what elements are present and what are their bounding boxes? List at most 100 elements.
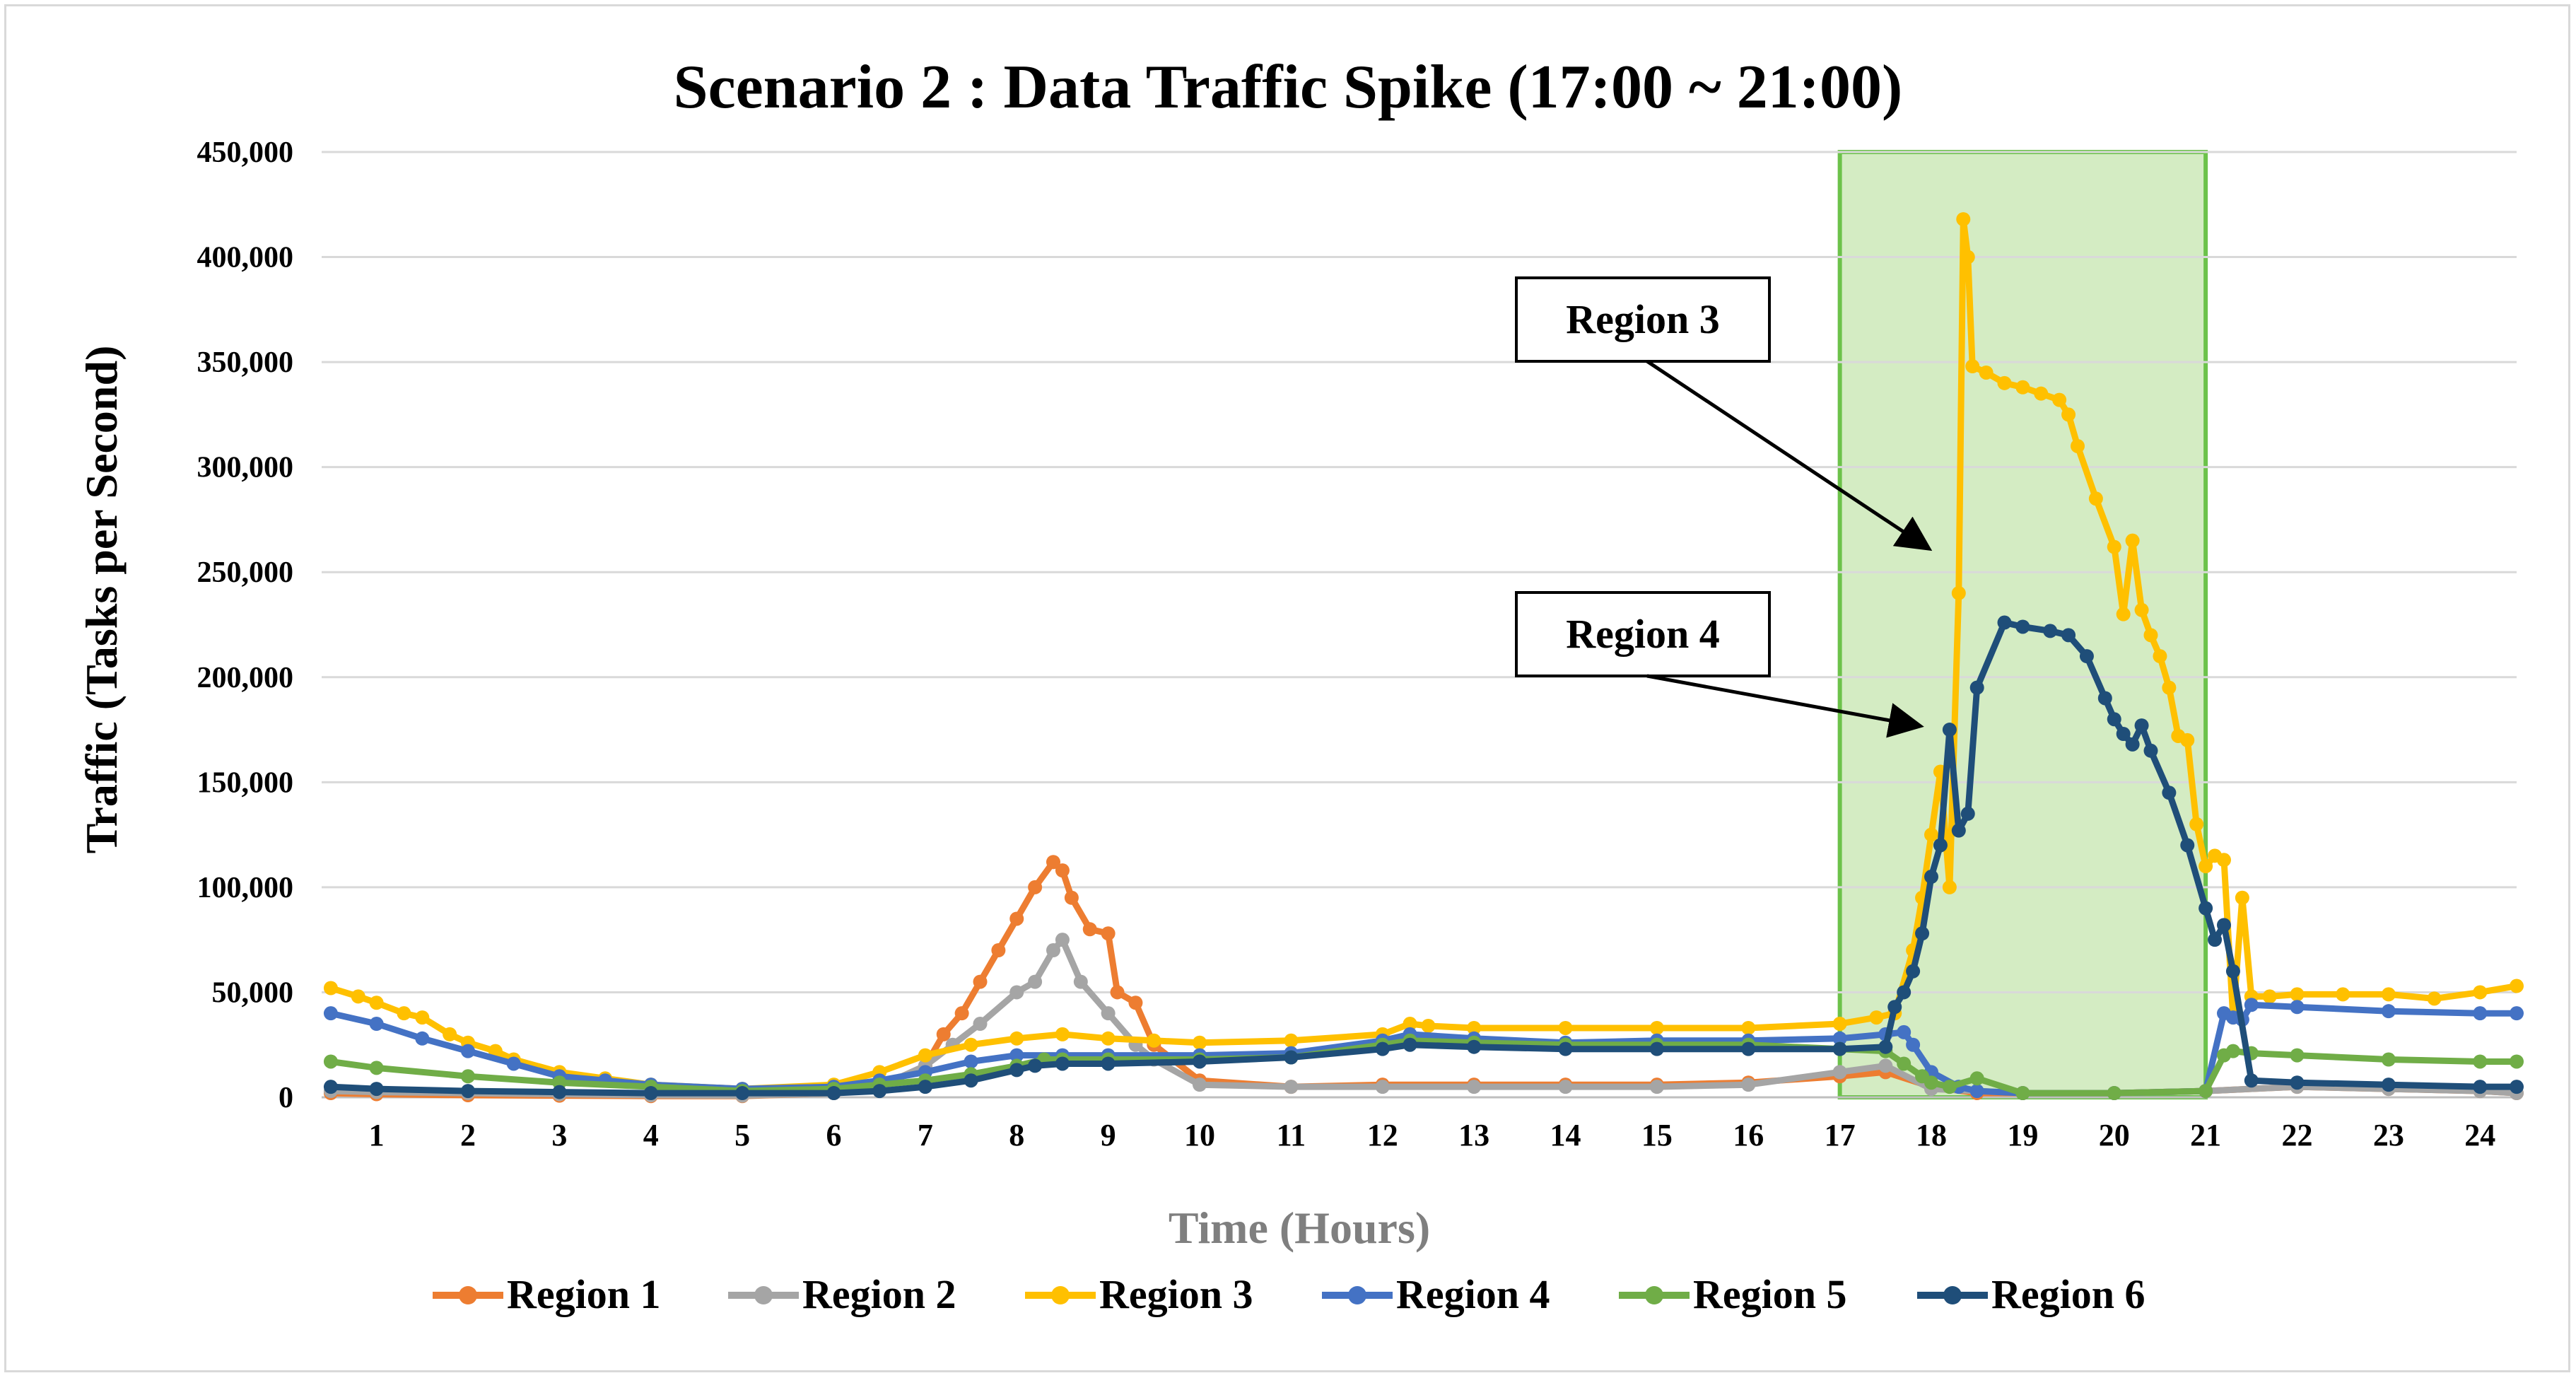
data-point: [2088, 491, 2103, 506]
x-tick-label: 2: [460, 1118, 476, 1152]
x-tick-label: 23: [2373, 1118, 2404, 1152]
data-point: [1942, 723, 1957, 737]
data-point: [1832, 1065, 1847, 1080]
data-point: [954, 1006, 969, 1021]
data-point: [2217, 918, 2231, 933]
data-point: [2061, 407, 2076, 422]
data-point: [1064, 890, 1079, 905]
data-point: [2290, 1048, 2305, 1063]
data-point: [1942, 880, 1957, 894]
data-point: [1869, 1010, 1884, 1025]
data-point: [1028, 1058, 1043, 1073]
data-point: [1878, 1039, 1893, 1054]
legend-label: Region 1: [507, 1271, 661, 1317]
callout-arrow: [1646, 359, 1933, 551]
legend-item-5: Region 5: [1619, 1271, 1847, 1317]
legend-item-2: Region 2: [728, 1271, 956, 1317]
callout-box: [1515, 276, 1771, 363]
data-point: [1933, 838, 1948, 853]
data-point: [2381, 1004, 2396, 1019]
data-point: [1979, 365, 1994, 380]
legend-item-1: Region 1: [433, 1271, 661, 1317]
data-point: [1073, 974, 1088, 989]
data-point: [2244, 1073, 2259, 1088]
x-tick-label: 8: [1009, 1118, 1024, 1152]
x-tick-label: 4: [643, 1118, 659, 1152]
data-point: [936, 1027, 951, 1041]
data-point: [1997, 375, 2012, 390]
data-point: [1193, 1078, 1207, 1092]
data-point: [1897, 1024, 1911, 1039]
data-point: [1101, 1006, 1116, 1021]
data-point: [2015, 1086, 2030, 1101]
data-point: [1009, 1031, 1024, 1046]
callout-text: Region 3: [1566, 296, 1720, 342]
callout-arrow: [1646, 674, 1924, 738]
data-point: [1741, 1020, 1756, 1035]
data-point: [1878, 1058, 1893, 1073]
data-point: [2116, 726, 2131, 741]
legend-item-4: Region 4: [1322, 1271, 1550, 1317]
data-point: [1009, 911, 1024, 926]
legend: Region 1 Region 2 Region 3 Region 4 Region 5…: [433, 1271, 2145, 1317]
data-point: [1897, 985, 1911, 1000]
data-point: [2290, 1075, 2305, 1090]
data-point: [2473, 1080, 2488, 1094]
x-tick-label: 21: [2190, 1118, 2221, 1152]
data-point: [415, 1031, 430, 1046]
data-point: [2079, 649, 2094, 664]
data-point: [964, 1054, 978, 1069]
data-point: [1147, 1033, 1161, 1048]
data-point: [1467, 1039, 1482, 1054]
data-point: [1960, 806, 1975, 821]
data-point: [1009, 1048, 1024, 1063]
data-point: [2199, 859, 2213, 874]
legend-marker: [1348, 1286, 1366, 1304]
data-point: [2381, 1052, 2396, 1067]
x-tick-label: 22: [2282, 1118, 2313, 1152]
x-tick-label: 3: [551, 1118, 567, 1152]
data-point: [2116, 607, 2131, 621]
data-point: [1558, 1020, 1573, 1035]
data-point: [2336, 987, 2350, 1002]
data-point: [2180, 838, 2195, 853]
data-point: [1832, 1031, 1847, 1046]
data-point: [1924, 1075, 1938, 1090]
data-point: [2034, 386, 2049, 401]
series-6: [323, 615, 2524, 1101]
data-point: [1284, 1033, 1299, 1048]
data-point: [1403, 1017, 1417, 1032]
x-tick-label: 1: [369, 1118, 385, 1152]
legend-marker: [754, 1286, 773, 1304]
data-point: [1101, 926, 1116, 941]
data-point: [369, 1061, 384, 1075]
data-point: [1193, 1054, 1207, 1069]
legend-label: Region 3: [1099, 1271, 1253, 1317]
data-point: [2052, 392, 2067, 407]
y-axis-label: Traffic (Tasks per Second): [76, 346, 127, 854]
data-point: [1375, 1041, 1390, 1056]
series-line: [330, 619, 2517, 1097]
data-point: [1046, 943, 1060, 958]
legend-label: Region 2: [802, 1271, 956, 1317]
data-point: [918, 1048, 932, 1063]
data-point: [2097, 691, 2112, 706]
data-point: [2510, 1080, 2524, 1094]
data-point: [872, 1084, 887, 1099]
data-point: [2225, 1044, 2240, 1058]
data-point: [1055, 1056, 1070, 1071]
data-point: [2199, 901, 2213, 916]
data-point: [2217, 853, 2231, 868]
data-point: [1375, 1080, 1390, 1094]
data-point: [1284, 1080, 1299, 1094]
data-point: [2290, 987, 2305, 1002]
x-tick-label: 16: [1733, 1118, 1764, 1152]
data-point: [1649, 1080, 1664, 1094]
x-tick-label: 12: [1367, 1118, 1398, 1152]
data-point: [2153, 649, 2167, 664]
y-tick-label: 300,000: [197, 452, 294, 484]
data-point: [323, 1006, 338, 1021]
data-point: [1951, 823, 1966, 838]
data-point: [351, 989, 365, 1004]
x-tick-label: 6: [826, 1118, 842, 1152]
